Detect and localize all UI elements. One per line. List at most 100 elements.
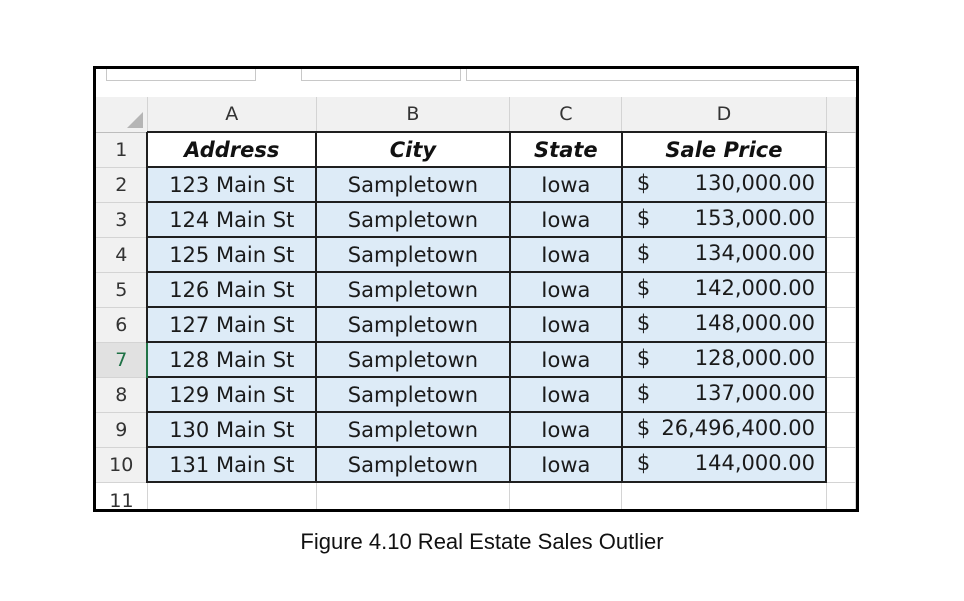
state-cell[interactable]: Iowa bbox=[508, 166, 623, 203]
city-cell[interactable]: Sampletown bbox=[315, 271, 511, 308]
sale-price-cell[interactable]: $130,000.00 bbox=[620, 166, 828, 203]
header-address[interactable]: Address bbox=[146, 131, 318, 168]
table-header-row: 1 Address City State Sale Price bbox=[96, 131, 856, 168]
address-cell[interactable]: 127 Main St bbox=[146, 306, 318, 343]
table-row: 2 123 Main St Sampletown Iowa $130,000.0… bbox=[96, 166, 856, 203]
empty-cell[interactable] bbox=[826, 342, 856, 378]
city-cell[interactable]: Sampletown bbox=[315, 446, 511, 483]
city-cell[interactable]: Sampletown bbox=[315, 411, 511, 448]
city-cell[interactable]: Sampletown bbox=[315, 236, 511, 273]
price-amount: 128,000.00 bbox=[694, 346, 816, 370]
address-cell[interactable]: 124 Main St bbox=[146, 201, 318, 238]
sale-price-cell[interactable]: $26,496,400.00 bbox=[620, 411, 828, 448]
price-amount: 153,000.00 bbox=[694, 206, 816, 230]
address-cell[interactable]: 131 Main St bbox=[146, 446, 318, 483]
city-cell[interactable]: Sampletown bbox=[315, 201, 511, 238]
empty-cell[interactable] bbox=[826, 202, 856, 238]
currency-symbol: $ bbox=[636, 346, 651, 370]
empty-cell[interactable] bbox=[826, 412, 856, 448]
table-row: 7 128 Main St Sampletown Iowa $128,000.0… bbox=[96, 341, 856, 378]
empty-cell[interactable] bbox=[316, 482, 511, 509]
address-cell[interactable]: 123 Main St bbox=[146, 166, 318, 203]
state-cell[interactable]: Iowa bbox=[508, 341, 623, 378]
table-row: 8 129 Main St Sampletown Iowa $137,000.0… bbox=[96, 376, 856, 413]
row-header[interactable]: 6 bbox=[96, 307, 148, 343]
sale-price-cell[interactable]: $148,000.00 bbox=[620, 306, 828, 343]
row-header-1[interactable]: 1 bbox=[96, 132, 148, 168]
state-cell[interactable]: Iowa bbox=[508, 376, 623, 413]
header-state[interactable]: State bbox=[508, 131, 623, 168]
currency-symbol: $ bbox=[636, 381, 651, 405]
spreadsheet-frame: A B C D 1 Address City State Sale Price … bbox=[93, 66, 859, 512]
spreadsheet-grid: A B C D 1 Address City State Sale Price … bbox=[96, 97, 856, 509]
formula-bar-buttons[interactable] bbox=[301, 69, 461, 81]
city-cell[interactable]: Sampletown bbox=[315, 166, 511, 203]
name-box[interactable] bbox=[106, 69, 256, 81]
empty-cell[interactable] bbox=[826, 132, 856, 168]
state-cell[interactable]: Iowa bbox=[508, 236, 623, 273]
table-row: 9 130 Main St Sampletown Iowa $26,496,40… bbox=[96, 411, 856, 448]
empty-cell[interactable] bbox=[826, 377, 856, 413]
state-cell[interactable]: Iowa bbox=[508, 446, 623, 483]
empty-cell[interactable] bbox=[826, 237, 856, 273]
column-header-c[interactable]: C bbox=[509, 97, 623, 133]
row-header[interactable]: 9 bbox=[96, 412, 148, 448]
table-row: 6 127 Main St Sampletown Iowa $148,000.0… bbox=[96, 306, 856, 343]
state-cell[interactable]: Iowa bbox=[508, 306, 623, 343]
empty-cell[interactable] bbox=[621, 482, 827, 509]
address-cell[interactable]: 125 Main St bbox=[146, 236, 318, 273]
row-header[interactable]: 11 bbox=[96, 482, 148, 509]
column-header-e[interactable] bbox=[826, 97, 856, 133]
price-amount: 130,000.00 bbox=[694, 171, 816, 195]
select-all-triangle-icon bbox=[126, 111, 143, 128]
address-cell[interactable]: 130 Main St bbox=[146, 411, 318, 448]
formula-bar-input[interactable] bbox=[466, 69, 856, 81]
sale-price-cell[interactable]: $134,000.00 bbox=[620, 236, 828, 273]
empty-cell[interactable] bbox=[147, 482, 317, 509]
empty-cell[interactable] bbox=[826, 447, 856, 483]
column-header-a[interactable]: A bbox=[147, 97, 317, 133]
sale-price-cell[interactable]: $153,000.00 bbox=[620, 201, 828, 238]
row-header[interactable]: 5 bbox=[96, 272, 148, 308]
row-header[interactable]: 3 bbox=[96, 202, 148, 238]
empty-cell[interactable] bbox=[826, 272, 856, 308]
select-all-corner[interactable] bbox=[96, 97, 148, 133]
address-cell[interactable]: 126 Main St bbox=[146, 271, 318, 308]
currency-symbol: $ bbox=[636, 451, 651, 475]
address-cell[interactable]: 128 Main St bbox=[146, 341, 318, 378]
column-header-b[interactable]: B bbox=[316, 97, 511, 133]
price-amount: 134,000.00 bbox=[694, 241, 816, 265]
row-header[interactable]: 4 bbox=[96, 237, 148, 273]
state-cell[interactable]: Iowa bbox=[508, 271, 623, 308]
city-cell[interactable]: Sampletown bbox=[315, 376, 511, 413]
empty-cell[interactable] bbox=[826, 482, 856, 509]
sale-price-cell[interactable]: $144,000.00 bbox=[620, 446, 828, 483]
row-header[interactable]: 2 bbox=[96, 167, 148, 203]
city-cell[interactable]: Sampletown bbox=[315, 341, 511, 378]
data-table: A B C D 1 Address City State Sale Price … bbox=[96, 97, 856, 509]
price-amount: 144,000.00 bbox=[694, 451, 816, 475]
empty-cell[interactable] bbox=[826, 167, 856, 203]
header-city[interactable]: City bbox=[315, 131, 511, 168]
state-cell[interactable]: Iowa bbox=[508, 201, 623, 238]
header-sale-price[interactable]: Sale Price bbox=[620, 131, 828, 168]
currency-symbol: $ bbox=[636, 276, 651, 300]
row-header-active[interactable]: 7 bbox=[96, 342, 149, 378]
state-cell[interactable]: Iowa bbox=[508, 411, 623, 448]
column-header-d[interactable]: D bbox=[621, 97, 827, 133]
currency-symbol: $ bbox=[636, 311, 651, 335]
price-amount: 142,000.00 bbox=[694, 276, 816, 300]
row-header[interactable]: 10 bbox=[96, 447, 148, 483]
row-header[interactable]: 8 bbox=[96, 377, 148, 413]
figure-caption: Figure 4.10 Real Estate Sales Outlier bbox=[300, 529, 664, 554]
price-amount: 148,000.00 bbox=[694, 311, 816, 335]
empty-cell[interactable] bbox=[826, 307, 856, 343]
address-cell[interactable]: 129 Main St bbox=[146, 376, 318, 413]
sale-price-cell[interactable]: $137,000.00 bbox=[620, 376, 828, 413]
table-row: 3 124 Main St Sampletown Iowa $153,000.0… bbox=[96, 201, 856, 238]
empty-cell[interactable] bbox=[509, 482, 623, 509]
sale-price-cell[interactable]: $128,000.00 bbox=[620, 341, 828, 378]
empty-row: 11 bbox=[96, 482, 856, 509]
sale-price-cell[interactable]: $142,000.00 bbox=[620, 271, 828, 308]
city-cell[interactable]: Sampletown bbox=[315, 306, 511, 343]
